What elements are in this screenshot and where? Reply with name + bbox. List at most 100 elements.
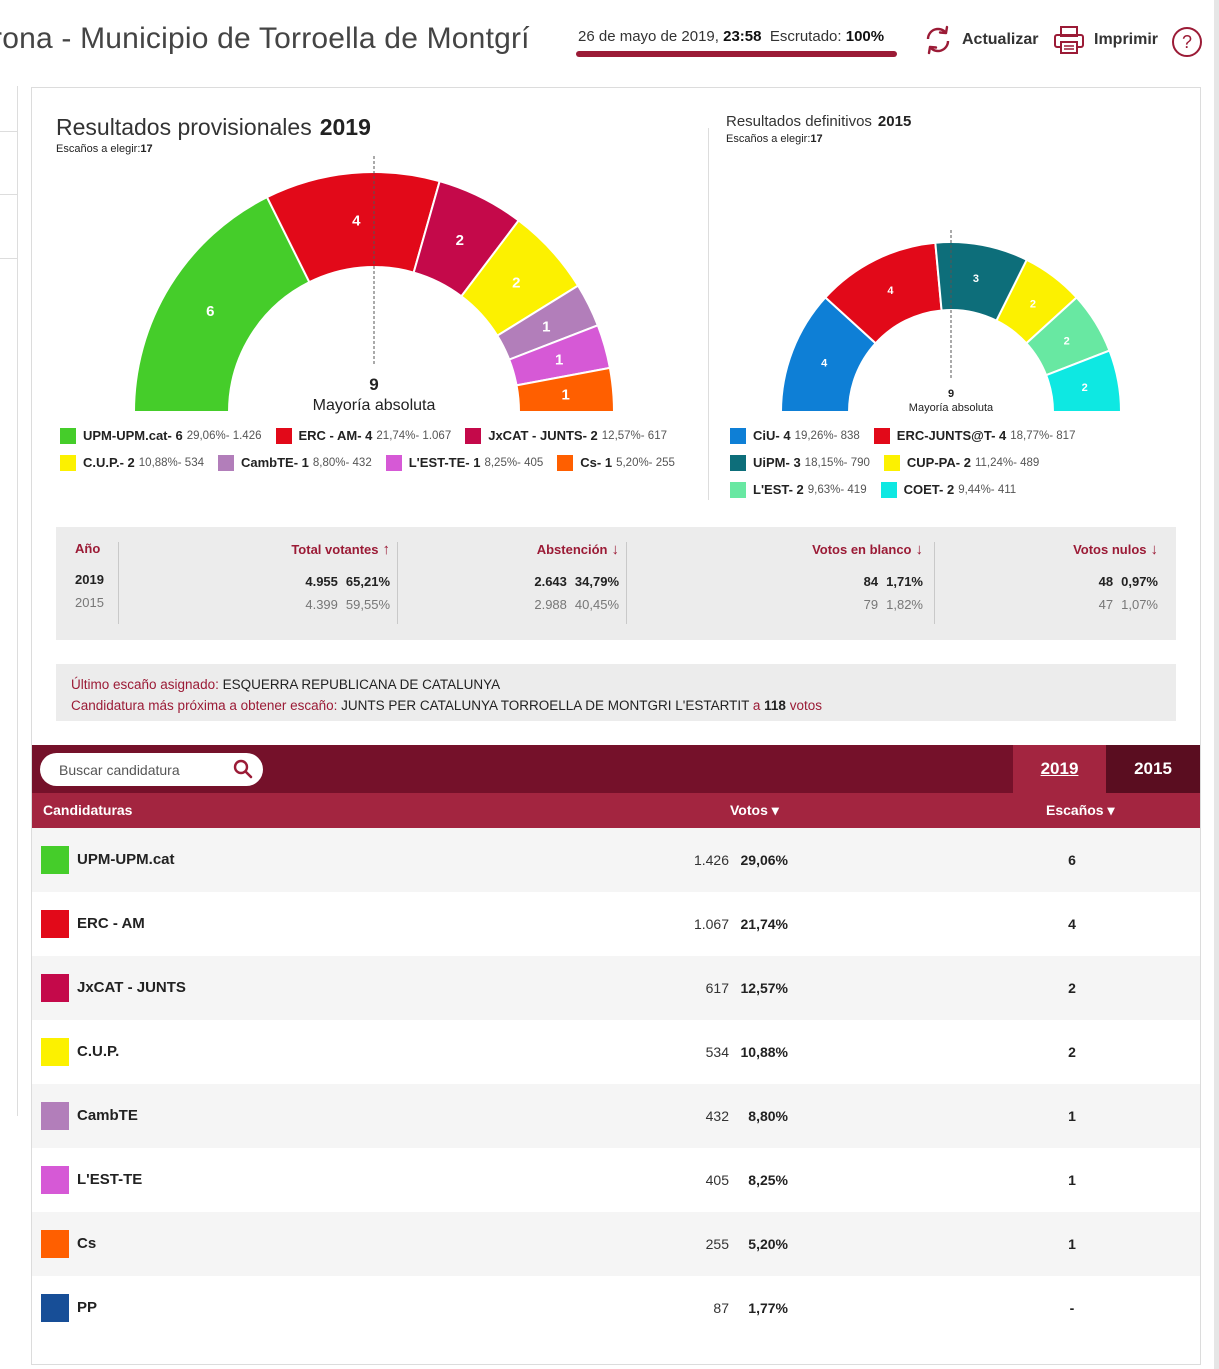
table-row[interactable]: ERC - AM 1.067 21,74% 4 <box>32 892 1200 956</box>
stats-total-header[interactable]: Total votantes ↑ <box>126 541 390 558</box>
party-color-swatch <box>41 1166 69 1194</box>
blank-pct: 1,71% <box>886 574 923 589</box>
total-pct: 65,21% <box>345 574 390 589</box>
col-candidaturas[interactable]: Candidaturas <box>43 802 133 818</box>
stats-null-header[interactable]: Votos nulos ↓ <box>946 541 1158 558</box>
party-seats: 1 <box>1068 1172 1076 1188</box>
legend-swatch <box>60 427 76 444</box>
hemicycle-seat-label: 4 <box>352 213 361 230</box>
legend-item: L'EST- 2 9,63%- 419 <box>730 481 867 498</box>
legend-swatch <box>557 454 574 471</box>
total-pct: 59,55% <box>345 597 390 612</box>
stats-total-2019: 4.955 65,21% <box>126 574 390 589</box>
hemicycle-seat-label: 2 <box>1030 298 1036 310</box>
legend-item: Cs- 1 5,20%- 255 <box>557 454 675 471</box>
legend-swatch <box>275 427 292 444</box>
legend-meta: 12,57%- 617 <box>601 429 667 442</box>
current-legend: UPM-UPM.cat- 6 29,06%- 1.426 ERC - AM- 4 21… <box>60 427 680 471</box>
stats-null-2015: 47 1,07% <box>946 597 1158 612</box>
party-name: JxCAT - JUNTS <box>77 979 186 996</box>
abstention-pct: 40,45% <box>574 597 619 612</box>
party-color-swatch <box>41 974 69 1002</box>
party-color-swatch <box>41 1102 69 1130</box>
stats-blank-2019: 84 1,71% <box>636 574 923 589</box>
hemicycle-seat-label: 3 <box>973 273 979 285</box>
print-button[interactable]: Imprimir <box>1052 24 1158 56</box>
update-button[interactable]: Actualizar <box>922 24 1038 56</box>
table-row[interactable]: UPM-UPM.cat 1.426 29,06% 6 <box>32 828 1200 892</box>
col-votos[interactable]: Votos ▾ <box>730 802 779 818</box>
total-value: 4.955 <box>305 574 338 589</box>
hemicycle-seat-label: 2 <box>1064 335 1070 347</box>
legend-item: CUP-PA- 2 11,24%- 489 <box>883 454 1039 471</box>
search-input[interactable]: Buscar candidatura <box>40 753 263 786</box>
last-seat-value: ESQUERRA REPUBLICANA DE CATALUNYA <box>222 677 501 692</box>
legend-item: UPM-UPM.cat- 6 29,06%- 1.426 <box>60 427 262 444</box>
hemicycle-segment[interactable] <box>515 366 616 413</box>
stats-year-header: Año <box>75 541 101 556</box>
hemicycle-segment[interactable] <box>1044 349 1123 413</box>
stats-blank-header[interactable]: Votos en blanco ↓ <box>636 541 923 558</box>
participation-stats: Año 2019 2015 Total votantes ↑ 4.955 65,21… <box>56 527 1176 640</box>
blank-value: 84 <box>863 574 879 589</box>
previous-majority-number: 9 <box>947 388 955 400</box>
stats-blank-2015: 79 1,82% <box>636 597 923 612</box>
legend-item: C.U.P.- 2 10,88%- 534 <box>60 454 204 471</box>
current-results-title: Resultados provisionales 2019 <box>56 114 371 141</box>
legend-party: UPM-UPM.cat- 6 <box>83 428 183 443</box>
scrollbar-track[interactable] <box>1214 0 1219 1369</box>
tab-2015[interactable]: 2015 <box>1106 745 1200 793</box>
stats-null-2019: 48 0,97% <box>946 574 1158 589</box>
scrutiny-status: 26 de mayo de 2019, 23:58 Escrutado: 100… <box>578 28 884 45</box>
next-seat-votes-label: votos <box>789 698 822 713</box>
stats-separator <box>118 542 119 624</box>
blank-pct: 1,82% <box>886 597 923 612</box>
party-seats: 1 <box>1068 1108 1076 1124</box>
scrutiny-progress-bar <box>576 51 897 57</box>
legend-meta: 9,63%- 419 <box>807 483 867 496</box>
seats-total: 17 <box>140 143 153 155</box>
legend-swatch <box>218 454 234 471</box>
legend-party: JxCAT - JUNTS- 2 <box>488 428 598 443</box>
next-seat-label: Candidatura más próxima a obtener escaño… <box>71 698 338 713</box>
party-votes: 432 <box>705 1108 729 1124</box>
hemicycle-seat-label: 2 <box>512 275 520 292</box>
party-votes: 255 <box>705 1236 729 1252</box>
null-pct: 0,97% <box>1121 574 1158 589</box>
legend-meta: 9,44%- 411 <box>958 483 1017 496</box>
table-row[interactable]: C.U.P. 534 10,88% 2 <box>32 1020 1200 1084</box>
tab-2019[interactable]: 2019 <box>1013 745 1106 793</box>
party-pct: 1,77% <box>748 1300 788 1316</box>
stats-separator <box>397 542 398 624</box>
hemicycle-seat-label: 2 <box>1082 382 1088 394</box>
party-votes: 87 <box>713 1300 729 1316</box>
sidebar-divider <box>0 131 18 132</box>
table-row[interactable]: JxCAT - JUNTS 617 12,57% 2 <box>32 956 1200 1020</box>
legend-swatch <box>385 454 402 471</box>
null-pct: 1,07% <box>1121 597 1158 612</box>
hemicycle-seat-label: 2 <box>456 232 464 249</box>
legend-party: CiU- 4 <box>753 428 791 443</box>
legend-party: L'EST-TE- 1 <box>408 455 481 470</box>
table-row[interactable]: CambTE 432 8,80% 1 <box>32 1084 1200 1148</box>
legend-meta: 18,77%- 817 <box>1010 429 1076 442</box>
help-button[interactable]: ? <box>1172 27 1202 57</box>
col-escanos[interactable]: Escaños ▾ <box>1046 802 1115 818</box>
current-seats-to-elect: Escaños a elegir:17 <box>56 143 153 155</box>
null-value: 48 <box>1098 574 1114 589</box>
total-value: 4.399 <box>305 597 338 612</box>
legend-item: CiU- 4 19,26%- 838 <box>730 427 860 444</box>
table-row[interactable]: L'EST-TE 405 8,25% 1 <box>32 1148 1200 1212</box>
stats-abstention-header[interactable]: Abstención ↓ <box>406 541 619 558</box>
seats-label: Escaños a elegir: <box>56 143 141 155</box>
party-pct: 21,74% <box>740 916 788 932</box>
legend-item: UiPM- 3 18,15%- 790 <box>730 454 870 471</box>
table-row[interactable]: Cs 255 5,20% 1 <box>32 1212 1200 1276</box>
search-icon[interactable] <box>233 759 253 779</box>
table-row[interactable]: PP 87 1,77% - <box>32 1276 1200 1340</box>
page-title: rona - Municipio de Torroella de Montgrí <box>0 22 530 55</box>
next-seat-votes: 118 <box>764 698 786 713</box>
previous-title-label: Resultados definitivos <box>726 113 872 130</box>
previous-majority-label: Mayoría absoluta <box>908 402 994 414</box>
